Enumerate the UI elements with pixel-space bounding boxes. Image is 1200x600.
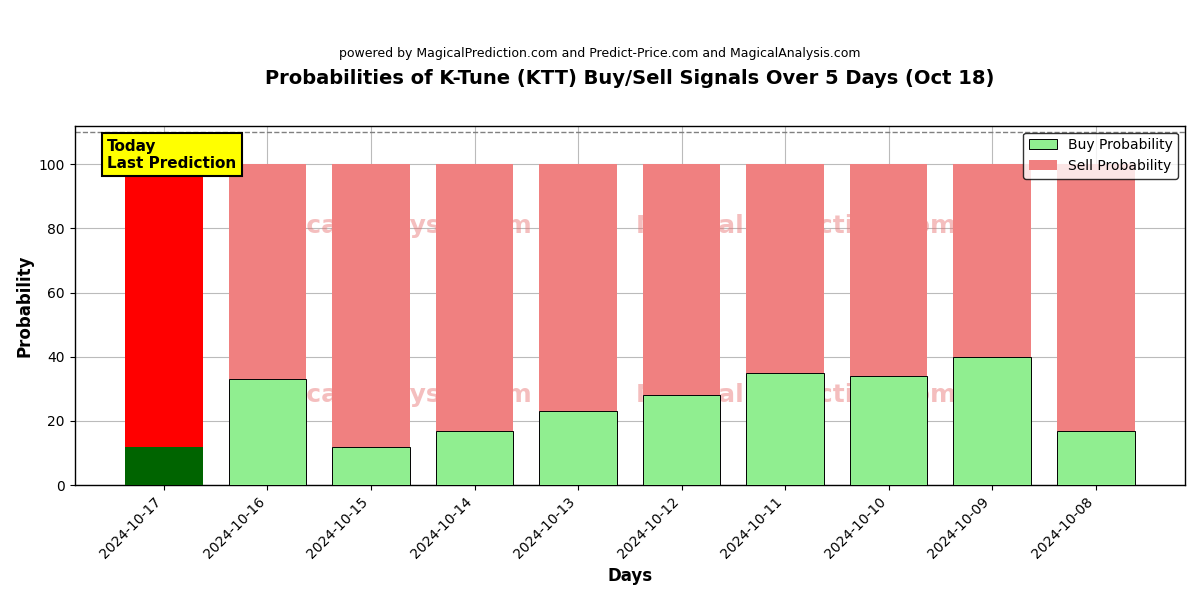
Bar (151, 164, 176, 446)
Bar (643, 395, 720, 485)
Y-axis label: Probability: Probability (16, 254, 34, 356)
Text: MagicalPrediction.com: MagicalPrediction.com (636, 214, 958, 238)
Bar (332, 164, 410, 446)
Text: powered by MagicalPrediction.com and Predict-Price.com and MagicalAnalysis.com: powered by MagicalPrediction.com and Pre… (340, 47, 860, 60)
Bar (151, 446, 176, 485)
Bar (176, 446, 203, 485)
Bar (332, 446, 410, 485)
Bar (746, 373, 824, 485)
Bar (643, 164, 720, 395)
Bar (125, 446, 151, 485)
Bar (539, 164, 617, 412)
Bar (436, 164, 514, 431)
Text: MagicalAnalysis.com: MagicalAnalysis.com (239, 214, 533, 238)
Bar (953, 357, 1031, 485)
Bar (229, 379, 306, 485)
Legend: Buy Probability, Sell Probability: Buy Probability, Sell Probability (1024, 133, 1178, 179)
Bar (229, 164, 306, 379)
Bar (125, 164, 151, 446)
Bar (850, 376, 928, 485)
Bar (176, 164, 203, 446)
Text: MagicalPrediction.com: MagicalPrediction.com (636, 383, 958, 407)
Bar (1057, 164, 1134, 431)
X-axis label: Days: Days (607, 567, 653, 585)
Bar (746, 164, 824, 373)
Bar (850, 164, 928, 376)
Text: Today
Last Prediction: Today Last Prediction (107, 139, 236, 171)
Bar (539, 412, 617, 485)
Title: Probabilities of K-Tune (KTT) Buy/Sell Signals Over 5 Days (Oct 18): Probabilities of K-Tune (KTT) Buy/Sell S… (265, 69, 995, 88)
Text: MagicalAnalysis.com: MagicalAnalysis.com (239, 383, 533, 407)
Bar (953, 164, 1031, 357)
Bar (436, 431, 514, 485)
Bar (1057, 431, 1134, 485)
